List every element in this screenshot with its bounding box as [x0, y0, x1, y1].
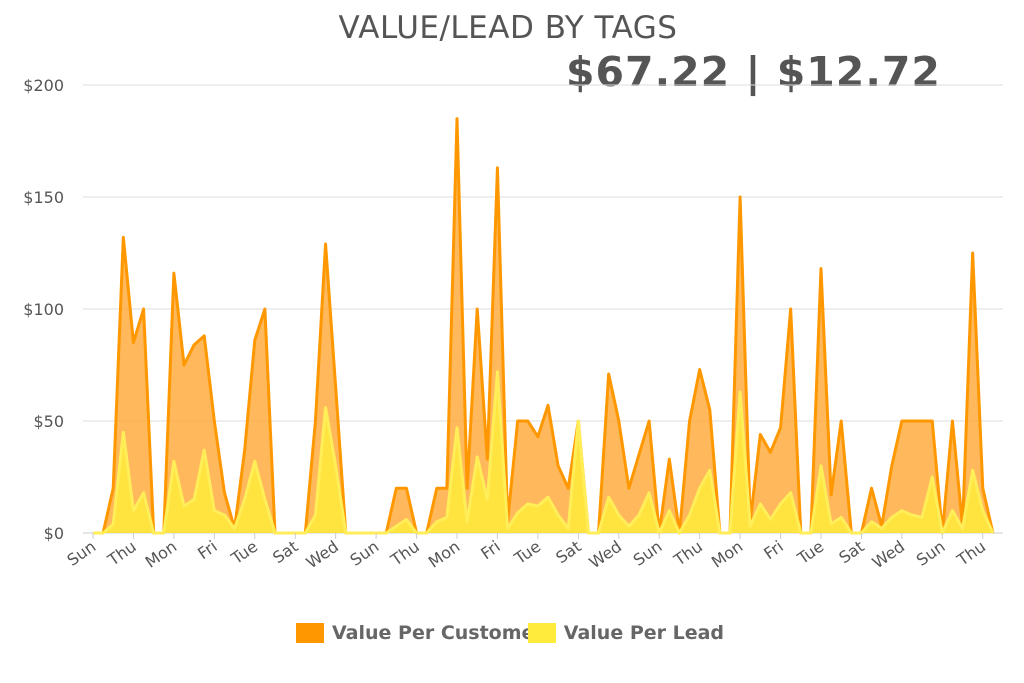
x-tick-label: Mon	[142, 537, 181, 572]
y-tick-label: $50	[33, 412, 64, 431]
x-tick-label: Thu	[953, 537, 989, 570]
legend-swatch-lead	[527, 623, 556, 643]
x-tick-label: Tue	[227, 537, 261, 569]
x-tick-label: Fri	[194, 537, 221, 563]
x-tick-label: Mon	[425, 537, 464, 572]
x-tick-label: Wed	[869, 537, 908, 573]
x-tick-label: Mon	[708, 537, 747, 572]
x-tick-label: Thu	[387, 537, 423, 570]
x-tick-label: Tue	[510, 537, 544, 569]
area-lead	[93, 371, 1003, 533]
x-tick-label: Sun	[63, 537, 99, 570]
x-tick-label: Wed	[586, 537, 625, 573]
x-tick-label: Sun	[630, 537, 666, 570]
x-tick-label: Thu	[103, 537, 139, 570]
x-tick-label: Fri	[477, 537, 504, 563]
line-customer	[93, 117, 995, 535]
y-tick-label: $0	[44, 524, 64, 543]
legend-label-lead: Value Per Lead	[563, 622, 725, 644]
x-tick-label: Sun	[913, 537, 949, 570]
x-tick-label: Sat	[552, 537, 584, 568]
legend-swatch-customer	[296, 623, 324, 643]
legend: Value Per Customer Value Per Lead	[296, 622, 730, 644]
chart-title: VALUE/LEAD BY TAGS	[338, 10, 678, 46]
x-tick-label: Thu	[670, 537, 706, 570]
x-tick-label: Sun	[347, 537, 383, 570]
x-tick-label: Sat	[835, 537, 867, 568]
legend-item-customer[interactable]: Value Per Customer	[296, 622, 544, 644]
line-lead	[93, 370, 995, 535]
legend-label-customer: Value Per Customer	[332, 622, 544, 644]
y-tick-label: $150	[23, 188, 64, 207]
x-tick-label: Wed	[302, 537, 341, 573]
chart-subtitle: $67.22 | $12.72	[566, 48, 941, 96]
area-customer	[93, 118, 1003, 533]
y-tick-label: $200	[23, 76, 64, 95]
y-tick-label: $100	[23, 300, 64, 319]
legend-item-lead[interactable]: Value Per Lead	[527, 622, 725, 644]
x-tick-label: Sat	[269, 537, 301, 568]
x-tick-label: Fri	[760, 537, 787, 563]
x-tick-label: Tue	[793, 537, 827, 569]
